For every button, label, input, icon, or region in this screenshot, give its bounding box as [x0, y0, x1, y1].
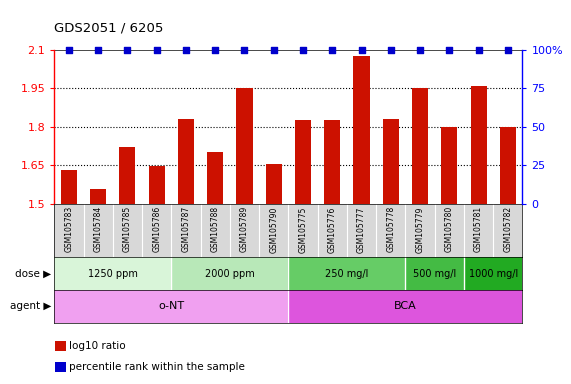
- Point: [328, 47, 337, 53]
- Text: GSM105790: GSM105790: [269, 206, 278, 253]
- Text: o-NT: o-NT: [158, 301, 184, 311]
- Text: 2000 ppm: 2000 ppm: [205, 268, 255, 279]
- Text: GSM105783: GSM105783: [65, 206, 74, 252]
- Text: BCA: BCA: [394, 301, 417, 311]
- Bar: [412, 88, 428, 204]
- Text: GSM105780: GSM105780: [445, 206, 454, 252]
- Text: log10 ratio: log10 ratio: [69, 341, 126, 351]
- Point: [211, 47, 220, 53]
- Bar: [178, 119, 194, 204]
- Bar: [266, 164, 282, 204]
- Text: percentile rank within the sample: percentile rank within the sample: [69, 362, 245, 372]
- Bar: [405, 257, 464, 290]
- Text: GSM105777: GSM105777: [357, 206, 366, 253]
- Point: [65, 47, 74, 53]
- Point: [269, 47, 278, 53]
- Bar: [61, 170, 77, 204]
- Text: GSM105789: GSM105789: [240, 206, 249, 252]
- Point: [299, 47, 308, 53]
- Bar: [295, 120, 311, 204]
- Bar: [464, 257, 522, 290]
- Bar: [500, 127, 516, 204]
- Point: [357, 47, 366, 53]
- Point: [94, 47, 103, 53]
- Text: agent ▶: agent ▶: [10, 301, 51, 311]
- Bar: [471, 86, 486, 204]
- Point: [416, 47, 425, 53]
- Bar: [236, 88, 252, 204]
- Text: GSM105785: GSM105785: [123, 206, 132, 252]
- Bar: [288, 257, 405, 290]
- Text: GSM105782: GSM105782: [503, 206, 512, 252]
- Text: 1250 ppm: 1250 ppm: [88, 268, 138, 279]
- Text: 1000 mg/l: 1000 mg/l: [469, 268, 518, 279]
- Bar: [353, 56, 369, 204]
- Text: 250 mg/l: 250 mg/l: [325, 268, 368, 279]
- Text: GDS2051 / 6205: GDS2051 / 6205: [54, 22, 164, 35]
- Point: [123, 47, 132, 53]
- Text: GSM105776: GSM105776: [328, 206, 337, 253]
- Point: [386, 47, 395, 53]
- Bar: [171, 257, 288, 290]
- Point: [240, 47, 249, 53]
- Point: [445, 47, 454, 53]
- Text: GSM105781: GSM105781: [474, 206, 483, 252]
- Bar: [119, 147, 135, 204]
- Bar: [441, 127, 457, 204]
- Text: GSM105778: GSM105778: [386, 206, 395, 252]
- Bar: [207, 152, 223, 204]
- Text: GSM105784: GSM105784: [94, 206, 103, 252]
- Bar: [383, 119, 399, 204]
- Text: dose ▶: dose ▶: [15, 268, 51, 279]
- Point: [474, 47, 483, 53]
- Point: [182, 47, 191, 53]
- Text: 500 mg/l: 500 mg/l: [413, 268, 456, 279]
- Bar: [54, 290, 288, 323]
- Text: GSM105787: GSM105787: [182, 206, 191, 252]
- Point: [152, 47, 161, 53]
- Text: GSM105779: GSM105779: [416, 206, 425, 253]
- Text: GSM105788: GSM105788: [211, 206, 220, 252]
- Bar: [54, 257, 171, 290]
- Bar: [324, 120, 340, 204]
- Bar: [288, 290, 522, 323]
- Text: GSM105775: GSM105775: [299, 206, 308, 253]
- Bar: [148, 166, 164, 204]
- Bar: [90, 189, 106, 204]
- Point: [503, 47, 512, 53]
- Text: GSM105786: GSM105786: [152, 206, 161, 252]
